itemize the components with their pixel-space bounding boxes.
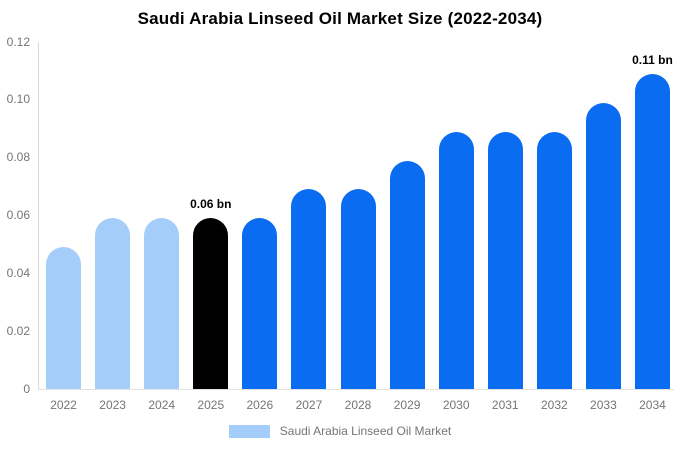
y-axis: 0.12 0.10 0.08 0.06 0.04 0.02 0 [0,0,33,450]
bar-2033 [585,102,621,389]
bar-2028 [340,189,376,389]
bar-column-2032 [530,42,579,389]
bar-column-2029 [383,42,432,389]
x-tick-label: 2031 [491,398,519,412]
x-tick-label: 2027 [295,398,323,412]
bar-2031 [487,131,523,389]
y-axis-line [38,42,39,389]
bar-column-2027 [284,42,333,389]
x-tick-label: 2023 [99,398,126,412]
bar-2030 [438,131,474,389]
bar-2024 [144,218,180,389]
bar-2023 [95,218,131,389]
x-tick-label: 2034 [639,398,666,412]
x-tick-label: 2032 [540,398,568,412]
x-tick-label: 2030 [442,398,470,412]
bar-column-2023 [88,42,137,389]
bar-column-2025: 0.06 bn [186,42,235,389]
x-tick-label: 2033 [590,398,617,412]
y-tick-label: 0.10 [6,92,30,107]
x-tick-label: 2024 [148,398,176,412]
bar-column-2028 [333,42,382,389]
bar-column-2026 [235,42,284,389]
bar-2022 [46,247,82,389]
legend: Saudi Arabia Linseed Oil Market [0,424,680,438]
y-tick-label: 0.04 [6,265,30,280]
bar-column-2022 [39,42,88,389]
bar-column-2030 [432,42,481,389]
chart-title: Saudi Arabia Linseed Oil Market Size (20… [137,9,543,28]
x-axis-labels: 2022 2023 2024 2025 2026 2027 2028 2029 2030 2031… [39,398,677,412]
x-axis-line [38,389,674,390]
legend-label: Saudi Arabia Linseed Oil Market [279,424,452,438]
y-tick-label: 0.06 [6,208,30,222]
x-tick-label: 2028 [344,398,372,412]
y-tick-label: 0.08 [6,150,30,165]
x-tick-label: 2022 [50,398,77,412]
bar-2032 [536,131,572,389]
y-tick-label: 0.02 [6,323,30,338]
bar-2026 [242,218,278,389]
legend-swatch [228,424,270,438]
y-tick-label: 0 [23,381,30,396]
x-tick-label: 2025 [197,398,225,412]
bar-2034 [634,73,670,389]
y-tick-label: 0.12 [6,34,30,49]
x-tick-label: 2029 [393,398,421,412]
x-tick-label: 2026 [246,398,274,412]
bar-value-annotation: 0.11 bn [632,52,673,67]
bar-2029 [389,160,425,389]
bar-column-2024 [137,42,186,389]
bar-value-annotation: 0.06 bn [190,197,232,212]
bar-column-2033 [579,42,628,389]
bar-2025 [193,218,229,389]
bar-2027 [291,189,327,389]
bar-column-2034: 0.11 bn [628,42,677,389]
bar-column-2031 [481,42,530,389]
plot-area: 0.06 bn 0.11 bn [39,42,677,389]
